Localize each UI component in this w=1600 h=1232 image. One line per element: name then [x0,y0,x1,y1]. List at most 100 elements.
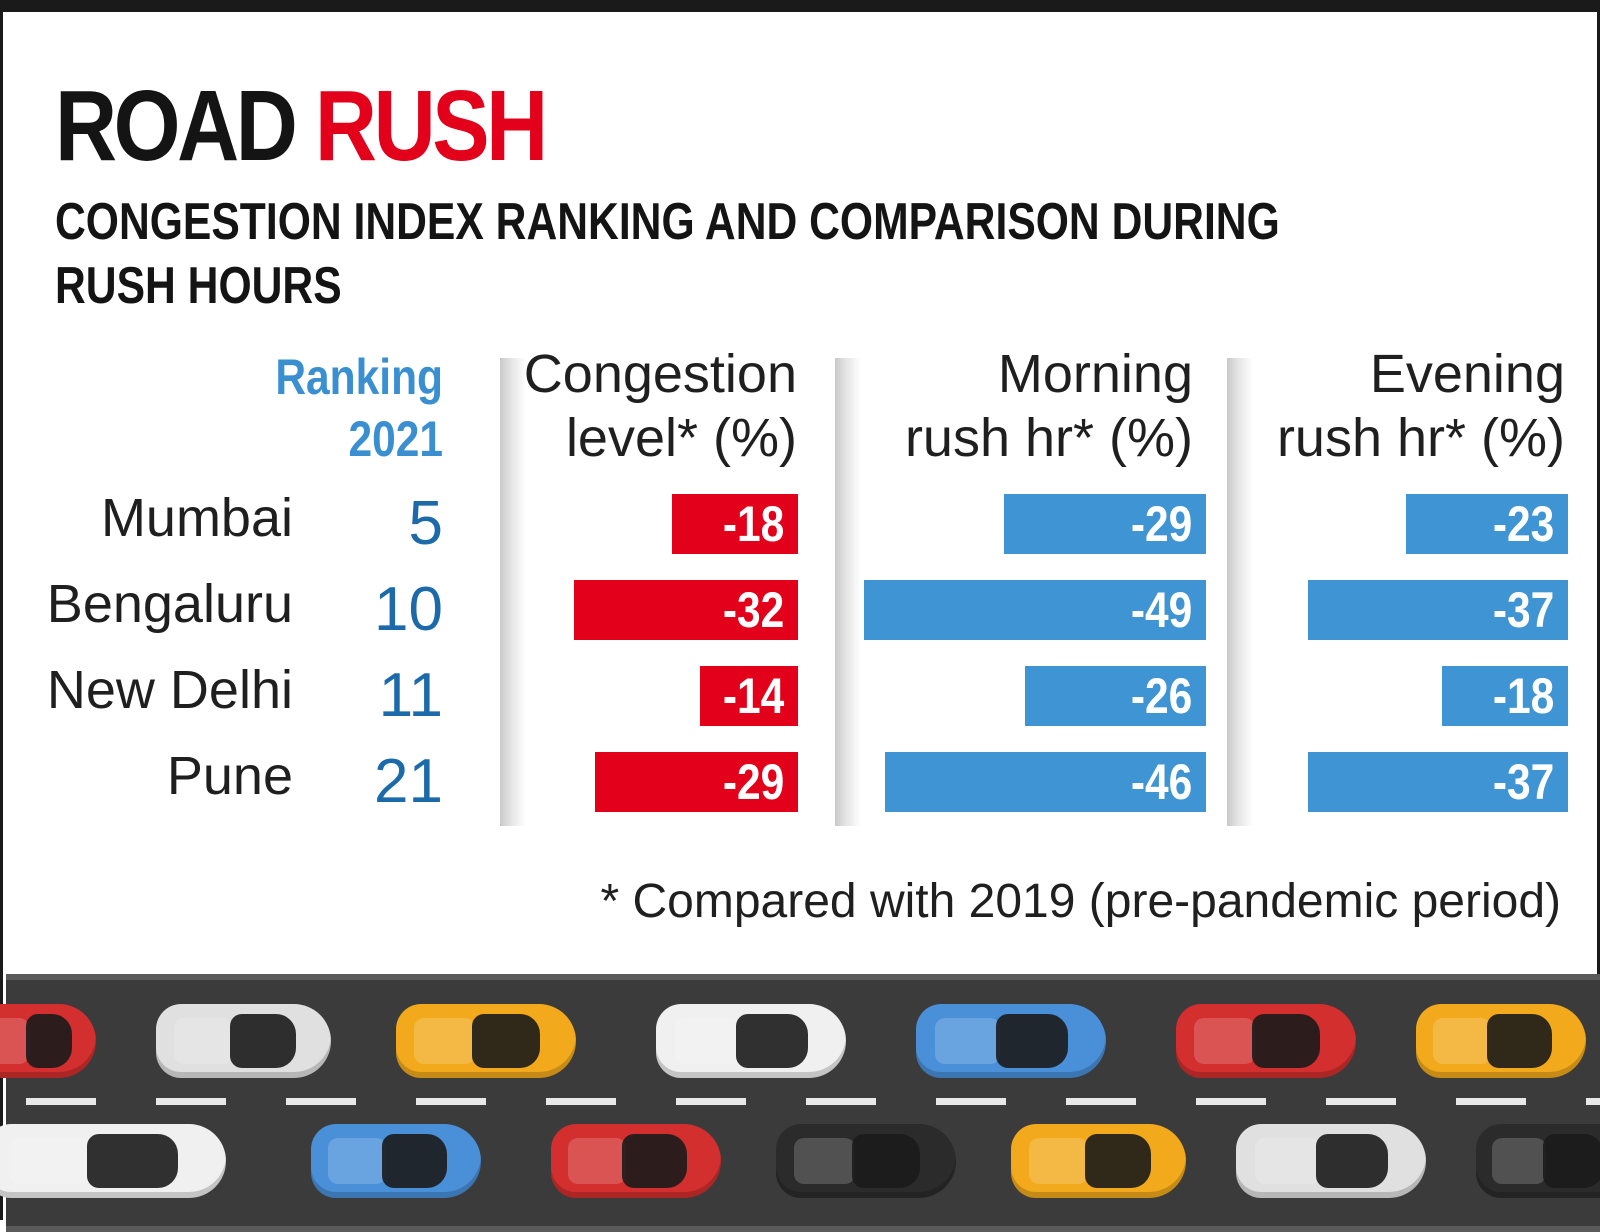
city-label: Mumbai [100,488,293,548]
car-roof-shape [1433,1018,1491,1064]
column-separator-congestion [500,358,526,826]
title-road: ROAD [55,70,298,182]
congestion-bar: -18 [672,494,798,554]
car-icon [311,1124,481,1198]
ranking-header-line1: Ranking [275,349,443,405]
road-edge-top [6,974,1600,980]
lane-dash [26,1098,96,1105]
lane-dash [1066,1098,1136,1105]
car-icon [0,1004,96,1078]
evening-bar: -18 [1442,666,1568,726]
car-windshield-shape [1543,1134,1600,1188]
lane-dash [676,1098,746,1105]
morning-bar: -49 [864,580,1206,640]
car-roof-shape [414,1018,476,1064]
car-roof-shape [0,1018,29,1064]
congestion-header-line1: Congestion [523,344,797,404]
evening-header-line1: Evening [1369,344,1565,404]
car-roof-shape [1492,1138,1547,1184]
car-windshield-shape [851,1134,920,1188]
congestion-bar-label: -14 [722,668,784,724]
ranking-value: 11 [378,661,443,730]
congestion-header-line2: level* (%) [565,408,797,468]
evening-bar: -37 [1308,752,1568,812]
lane-dash [1586,1098,1600,1105]
morning-bar-label: -49 [1130,582,1192,638]
car-icon [776,1124,956,1198]
car-windshield-shape [86,1134,178,1188]
congestion-bar: -14 [700,666,798,726]
ranking-value: 21 [374,747,443,816]
evening-bar-label: -18 [1492,668,1554,724]
morning-bar: -26 [1025,666,1206,726]
congestion-column-header: Congestion level* (%) [523,342,797,470]
car-roof-shape [1028,1138,1088,1184]
congestion-bar-label: -18 [722,496,784,552]
car-icon [1476,1124,1600,1198]
car-roof-shape [1255,1138,1320,1184]
ranking-column-header: Ranking 2021 [222,346,443,470]
morning-header-line1: Morning [997,344,1193,404]
morning-bar: -46 [885,752,1206,812]
ranking-value: 5 [408,489,443,558]
morning-bar-label: -29 [1130,496,1192,552]
morning-bar-label: -46 [1130,754,1192,810]
lane-dash [1326,1098,1396,1105]
footnote: * Compared with 2019 (pre-pandemic perio… [600,875,1562,928]
evening-bar-label: -37 [1492,582,1554,638]
car-icon [1416,1004,1586,1078]
car-roof-shape [328,1138,386,1184]
lane-dash [156,1098,226,1105]
chart-subtitle: CONGESTION INDEX RANKING AND COMPARISON … [55,193,1280,315]
column-separator-evening [1227,358,1253,826]
congestion-bar-label: -29 [722,754,784,810]
ranking-header-line2: 2021 [348,411,443,467]
lane-dash [416,1098,486,1105]
congestion-bar: -32 [574,580,798,640]
ranking-value: 10 [374,575,443,644]
car-icon [1236,1124,1426,1198]
lane-dash [1456,1098,1526,1105]
car-icon [156,1004,331,1078]
evening-bar-label: -37 [1492,754,1554,810]
traffic-illustration [0,974,1600,1232]
car-roof-shape [794,1138,856,1184]
car-roof-shape [173,1018,233,1064]
car-windshield-shape [622,1134,687,1188]
lane-dash [286,1098,356,1105]
column-separator-morning [835,358,861,826]
lane-dash [546,1098,616,1105]
car-icon [0,1124,226,1198]
car-windshield-shape [735,1014,808,1068]
morning-column-header: Morning rush hr* (%) [863,342,1193,470]
car-roof-shape [675,1018,740,1064]
chart-title: ROAD RUSH [55,76,548,176]
car-icon [551,1124,721,1198]
lane-dash [1196,1098,1266,1105]
morning-header-line2: rush hr* (%) [904,408,1193,468]
evening-column-header: Evening rush hr* (%) [1253,342,1565,470]
evening-header-line2: rush hr* (%) [1276,408,1565,468]
car-icon [1011,1124,1186,1198]
title-rush: RUSH [314,70,548,182]
car-windshield-shape [471,1014,540,1068]
car-windshield-shape [1315,1134,1388,1188]
car-roof-shape [10,1138,92,1184]
car-windshield-shape [995,1014,1068,1068]
road-edge-bottom [6,1226,1600,1232]
car-windshield-shape [229,1014,296,1068]
car-windshield-shape [1487,1014,1552,1068]
car-windshield-shape [382,1134,447,1188]
car-icon [656,1004,846,1078]
congestion-bar: -29 [595,752,798,812]
car-icon [396,1004,576,1078]
evening-bar-label: -23 [1492,496,1554,552]
car-icon [916,1004,1106,1078]
city-label: Bengaluru [46,574,293,634]
morning-bar-label: -26 [1130,668,1192,724]
car-windshield-shape [1084,1134,1151,1188]
car-windshield-shape [26,1014,72,1068]
morning-bar: -29 [1004,494,1206,554]
congestion-bar-label: -32 [722,582,784,638]
